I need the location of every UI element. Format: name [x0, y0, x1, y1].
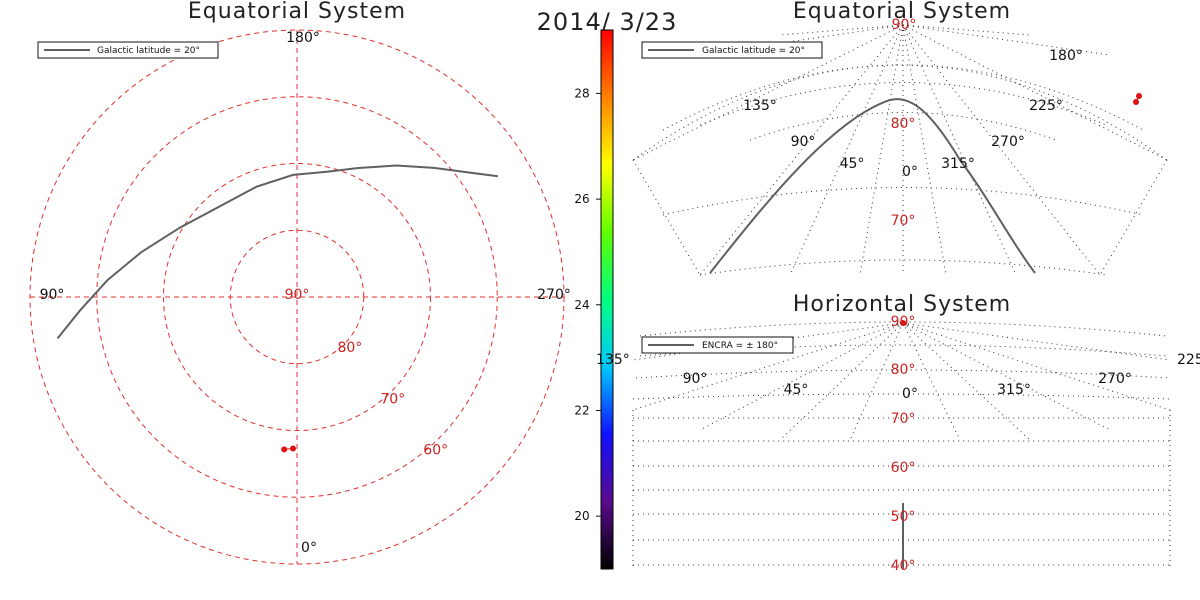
eqd-meridian-7	[902, 24, 1101, 276]
eqd-point-0	[1136, 93, 1142, 99]
polar-point-0	[290, 445, 297, 452]
eq-dome-labels: 90° 80° 70° 180° 135° 225° 90° 270° 45° …	[743, 17, 1083, 229]
galactic-latitude-curve	[56, 164, 498, 340]
eqd-meridian-6	[902, 24, 1017, 276]
hz-row-2	[635, 369, 1171, 379]
horizontal-system-chart: Horizontal System 90° 80° 70° 60° 50° 40…	[596, 292, 1200, 574]
eq-dome-title: Equatorial System	[793, 0, 1011, 24]
colorbar-tick-24: 24	[574, 298, 589, 312]
eqd-meridian-8	[902, 24, 1168, 161]
eqd-point-1	[1133, 99, 1139, 105]
horizontal-legend-box	[641, 336, 794, 354]
eqd-meridian-10	[779, 24, 904, 36]
dec-ring-60	[96, 96, 498, 498]
hz-az-45: 45°	[784, 382, 809, 398]
eqd-edge-left	[632, 159, 701, 276]
eq-dome-ra-135: 135°	[743, 98, 777, 114]
eq-dome-ra-90: 90°	[791, 134, 816, 150]
colorbar-gradient	[600, 29, 614, 570]
eq-dome-legend-box	[641, 41, 823, 59]
polar-legend-box	[37, 41, 219, 59]
hz-az-90: 90°	[683, 371, 708, 387]
eqd-meridian-5	[902, 24, 947, 276]
hz-meridian-4	[902, 322, 961, 441]
eq-dome-legend: Galactic latitude = 20°	[641, 41, 823, 59]
ring-label-80: 80°	[337, 340, 362, 356]
eqd-ring-80	[749, 112, 1057, 141]
hz-center-label: 90°	[891, 314, 916, 330]
hz-az-225: 225	[1177, 352, 1200, 368]
eq-dome-galactic-curve	[709, 98, 1036, 274]
eqd-meridian-3	[859, 24, 904, 276]
hz-alt-70: 70°	[891, 411, 916, 427]
eq-dome-ra-0: 0°	[902, 164, 918, 180]
hz-meridian-6	[902, 322, 1111, 431]
colorbar-ticks: 28 26 24 22 20	[574, 86, 601, 523]
equatorial-dome-chart: Equatorial System 90° 80° 70° 180° 135° …	[632, 0, 1168, 276]
polar-points	[281, 445, 297, 453]
ring-label-60: 60°	[423, 442, 448, 458]
eq-dome-ra-180: 180°	[1049, 48, 1083, 64]
eqd-meridian-2	[789, 24, 904, 276]
eq-dome-ra-45: 45°	[840, 156, 865, 172]
ra-label-0: 0°	[301, 540, 317, 556]
eqd-edge-right	[1099, 159, 1168, 276]
polar-labels: 80° 70° 60° 90° 180° 90° 270° 0°	[40, 30, 571, 556]
colorbar: 28 26 24 22 20	[574, 29, 614, 570]
horizontal-legend-label: ENCRA = ± 180°	[702, 341, 778, 351]
horizontal-chart-title: Horizontal System	[793, 292, 1011, 317]
hz-meridian-9	[902, 322, 1171, 361]
eqd-meridian-1	[699, 24, 904, 276]
hz-az-0: 0°	[902, 386, 918, 402]
ra-label-90: 90°	[40, 287, 65, 303]
ra-label-180: 180°	[286, 30, 320, 46]
hz-meridian-0	[632, 322, 904, 411]
eq-dome-ra-315: 315°	[941, 156, 975, 172]
polar-equatorial-chart: Equatorial System 80° 70° 60° 90° 180° 90° 270…	[29, 0, 571, 565]
eq-dome-ra-270: 270°	[991, 134, 1025, 150]
horizontal-grid	[632, 321, 1171, 569]
hz-meridian-8	[632, 322, 904, 361]
hz-alt-50: 50°	[891, 509, 916, 525]
eq-dome-ra-225: 225°	[1029, 98, 1063, 114]
eq-dome-center-label: 90°	[892, 17, 917, 33]
polar-chart-title: Equatorial System	[188, 0, 406, 24]
polar-grid	[29, 29, 565, 565]
polar-legend-label: Galactic latitude = 20°	[97, 46, 200, 56]
eq-dome-points	[1133, 93, 1142, 105]
eq-dome-grid	[632, 24, 1168, 276]
colorbar-tick-22: 22	[574, 403, 589, 417]
colorbar-tick-26: 26	[574, 192, 589, 206]
eqd-meridian-0	[632, 24, 904, 161]
ring-label-70: 70°	[380, 391, 405, 407]
horizontal-point	[900, 320, 906, 326]
eqd-meridian-11	[902, 24, 1031, 36]
horizontal-labels: 90° 80° 70° 60° 50° 40° 90° 45° 0° 315° …	[596, 314, 1200, 574]
eqd-ring-bottom	[699, 259, 1107, 276]
ra-label-270: 270°	[537, 287, 571, 303]
hz-alt-80: 80°	[891, 362, 916, 378]
polar-point-1	[281, 446, 288, 453]
colorbar-tick-20: 20	[574, 509, 589, 523]
hz-meridian-7	[902, 322, 1171, 411]
eq-dome-legend-label: Galactic latitude = 20°	[702, 46, 805, 56]
polar-legend: Galactic latitude = 20°	[37, 41, 219, 59]
hz-az-315: 315°	[997, 382, 1031, 398]
hz-az-135: 135°	[596, 352, 630, 368]
hz-az-270: 270°	[1098, 371, 1132, 387]
colorbar-tick-28: 28	[574, 86, 589, 100]
polar-center-label: 90°	[285, 287, 310, 303]
horizontal-legend: ENCRA = ± 180°	[641, 336, 794, 354]
eqd-ring-outer	[632, 64, 1168, 161]
hz-alt-60: 60°	[891, 460, 916, 476]
hz-alt-40: 40°	[891, 558, 916, 574]
eq-dome-lat-80: 80°	[891, 116, 916, 132]
eq-dome-lat-70: 70°	[891, 213, 916, 229]
